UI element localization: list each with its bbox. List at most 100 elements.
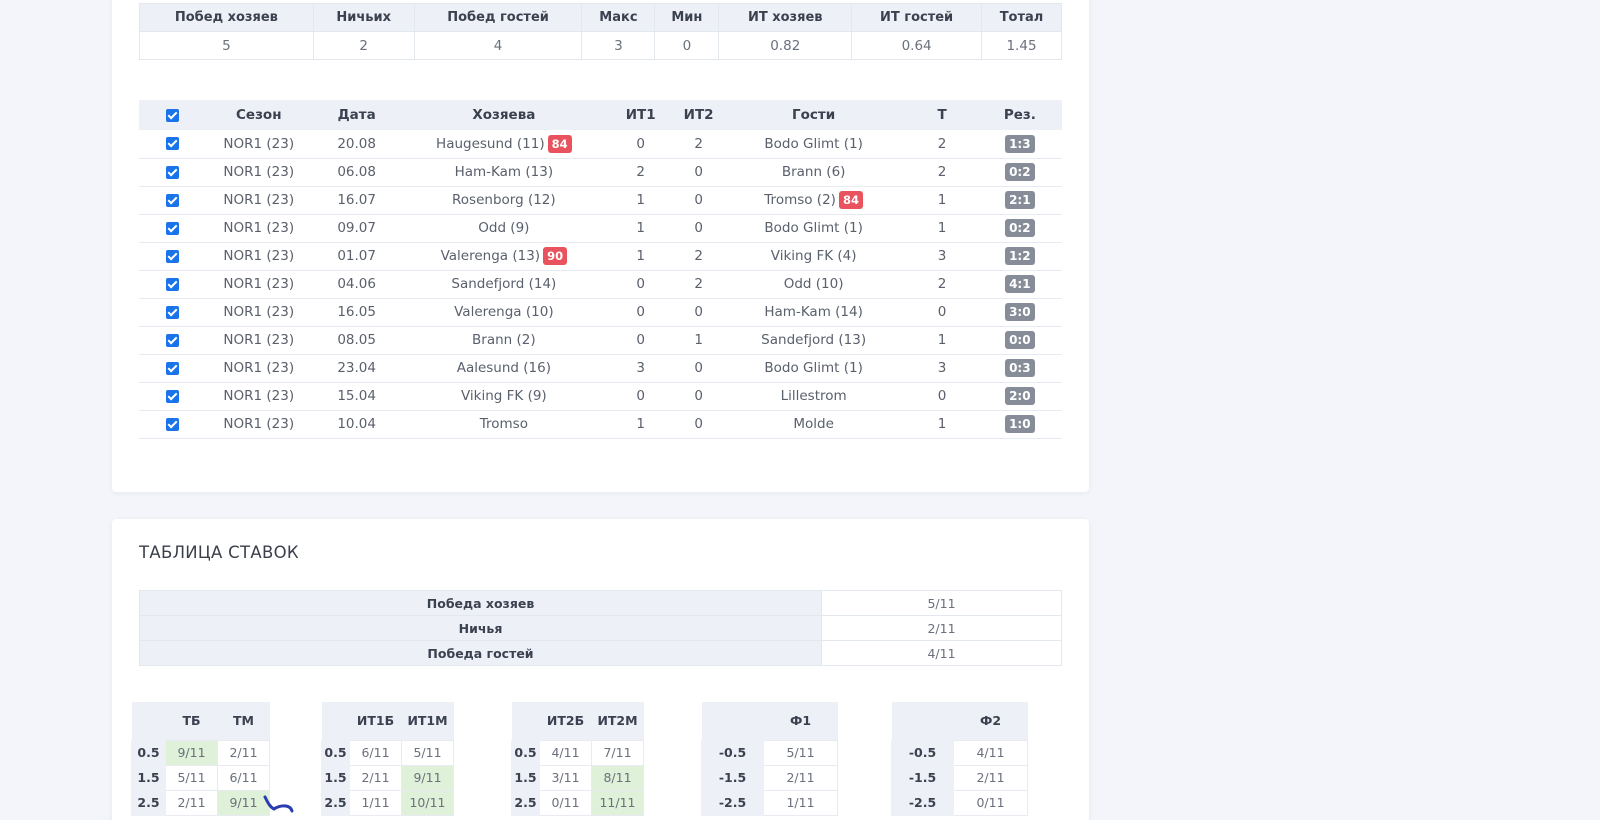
outcome-row: Победа гостей 4/11 [139,640,1062,666]
row-checkbox[interactable] [166,277,180,291]
match-row[interactable]: NOR1 (23) 23.04 Aalesund (16) 3 0 Bodo Glimt … [139,354,1062,383]
match-row[interactable]: NOR1 (23) 10.04 Tromso 1 0 Molde 1 1:0 [139,410,1062,439]
f1-corner [701,702,764,740]
home-team-cell: Valerenga (10) [402,298,605,327]
totals-row: 1.5 5/11 6/11 [131,764,270,791]
it2-cell: 0 [676,186,721,215]
bets-title: ТАБЛИЦА СТАВОК [139,543,299,562]
outcome-value: 4/11 [821,640,1062,666]
it1-cell: 3 [604,354,677,383]
row-checkbox[interactable] [166,361,180,375]
row-checkbox[interactable] [166,333,180,347]
row-checkbox[interactable] [166,389,180,403]
total-cell: 2 [906,270,978,299]
row-select-cell[interactable] [139,214,207,243]
row-checkbox[interactable] [166,221,180,235]
total-cell: 1 [906,326,978,355]
home-team-cell: Tromso [402,410,605,439]
away-team-cell: Sandefjord (13) [720,326,907,355]
outcomes-table: Победа хозяев 5/11 Ничья 2/11 Победа гостей 4… [139,590,1062,666]
season-cell: NOR1 (23) [206,214,311,243]
home-team-cell: Viking FK (9) [402,382,605,411]
result-cell: 1:0 [977,410,1062,439]
match-row[interactable]: NOR1 (23) 04.06 Sandefjord (14) 0 2 Odd (10) 2… [139,270,1062,299]
totals-under-value: 6/11 [217,764,270,791]
it2-row: 2.5 0/11 11/11 [511,789,644,816]
match-row[interactable]: NOR1 (23) 16.05 Valerenga (10) 0 0 Ham-Kam (1… [139,298,1062,327]
away-team-cell: Odd (10) [720,270,907,299]
away-team-name: Bodo Glimt (1) [764,360,863,376]
row-select-cell[interactable] [139,326,207,355]
it1-cell: 1 [604,214,677,243]
it2-cell: 0 [676,214,721,243]
match-row[interactable]: NOR1 (23) 09.07 Odd (9) 1 0 Bodo Glimt (1) 1 0:… [139,214,1062,243]
it1-under-value: 5/11 [401,739,454,766]
row-checkbox[interactable] [166,193,180,207]
outcome-label: Ничья [139,615,822,641]
summary-header: ИТ хозяев [718,3,853,32]
row-select-cell[interactable] [139,158,207,187]
result-badge: 0:0 [1005,331,1035,349]
it2-cell: 0 [676,410,721,439]
row-select-cell[interactable] [139,298,207,327]
date-cell: 04.06 [310,270,403,299]
matches-header: Т [906,100,978,130]
result-badge: 4:1 [1005,275,1035,293]
totals-table: ТБ ТМ 0.5 9/11 2/11 1.5 5/11 6/11 2.5 2/11 9/11 [131,702,270,816]
f2-corner [891,702,954,740]
away-team-cell: Viking FK (4) [720,242,907,271]
f2-row: -0.5 4/11 [891,739,1028,766]
select-all-cell[interactable] [139,100,207,130]
row-select-cell[interactable] [139,410,207,439]
row-select-cell[interactable] [139,186,207,215]
home-team-name: Sandefjord (14) [451,276,557,292]
goal-minute-badge: 90 [543,247,568,265]
totals-over-value: 5/11 [165,764,218,791]
match-row[interactable]: NOR1 (23) 01.07 Valerenga (13) 90 1 2 Viking F… [139,242,1062,271]
summary-header: Побед гостей [413,3,583,32]
away-team-name: Molde [793,416,834,432]
match-row[interactable]: NOR1 (23) 06.08 Ham-Kam (13) 2 0 Brann (6) 2 0:… [139,158,1062,187]
summary-header: Побед хозяев [139,3,314,32]
totals-under-value: 9/11 [217,789,270,816]
it2-line: 0.5 [511,739,540,766]
season-cell: NOR1 (23) [206,158,311,187]
it1-cell: 1 [604,410,677,439]
it1-under-value: 10/11 [401,789,454,816]
outcome-row: Победа хозяев 5/11 [139,590,1062,616]
row-checkbox[interactable] [166,165,180,179]
f2-row: -1.5 2/11 [891,764,1028,791]
row-select-cell[interactable] [139,354,207,383]
f2-over-value: 0/11 [953,789,1028,816]
row-checkbox[interactable] [166,305,180,319]
f1-header: Ф1 [763,702,838,740]
result-cell: 2:0 [977,382,1062,411]
row-checkbox[interactable] [166,137,180,151]
it2-table: ИТ2Б ИТ2М 0.5 4/11 7/11 1.5 3/11 8/11 2.5 0/11 11/… [511,702,644,816]
away-team-name: Ham-Kam (14) [764,304,863,320]
match-row[interactable]: NOR1 (23) 20.08 Haugesund (11) 84 0 2 Bodo Gli… [139,130,1062,159]
row-select-cell[interactable] [139,270,207,299]
f2-header-row: Ф2 [891,702,1028,740]
home-team-name: Aalesund (16) [456,360,551,376]
home-team-name: Viking FK (9) [460,388,547,404]
it2-under-value: 7/11 [591,739,644,766]
goal-minute-badge: 84 [838,191,863,209]
matches-header: Рез. [977,100,1062,130]
match-row[interactable]: NOR1 (23) 16.07 Rosenborg (12) 1 0 Tromso (2)… [139,186,1062,215]
row-checkbox[interactable] [166,249,180,263]
match-row[interactable]: NOR1 (23) 15.04 Viking FK (9) 0 0 Lillestrom 0… [139,382,1062,411]
row-select-cell[interactable] [139,242,207,271]
home-team-cell: Aalesund (16) [402,354,605,383]
totals-row: 0.5 9/11 2/11 [131,739,270,766]
match-row[interactable]: NOR1 (23) 08.05 Brann (2) 0 1 Sandefjord (13)… [139,326,1062,355]
it2-cell: 2 [676,270,721,299]
summary-value: 1.45 [981,31,1062,60]
row-select-cell[interactable] [139,130,207,159]
row-checkbox[interactable] [166,417,180,431]
row-select-cell[interactable] [139,382,207,411]
summary-value: 3 [581,31,656,60]
select-all-checkbox[interactable] [166,108,180,122]
summary-value: 4 [413,31,583,60]
f2-table: Ф2 -0.5 4/11 -1.5 2/11 -2.5 0/11 [891,702,1028,816]
